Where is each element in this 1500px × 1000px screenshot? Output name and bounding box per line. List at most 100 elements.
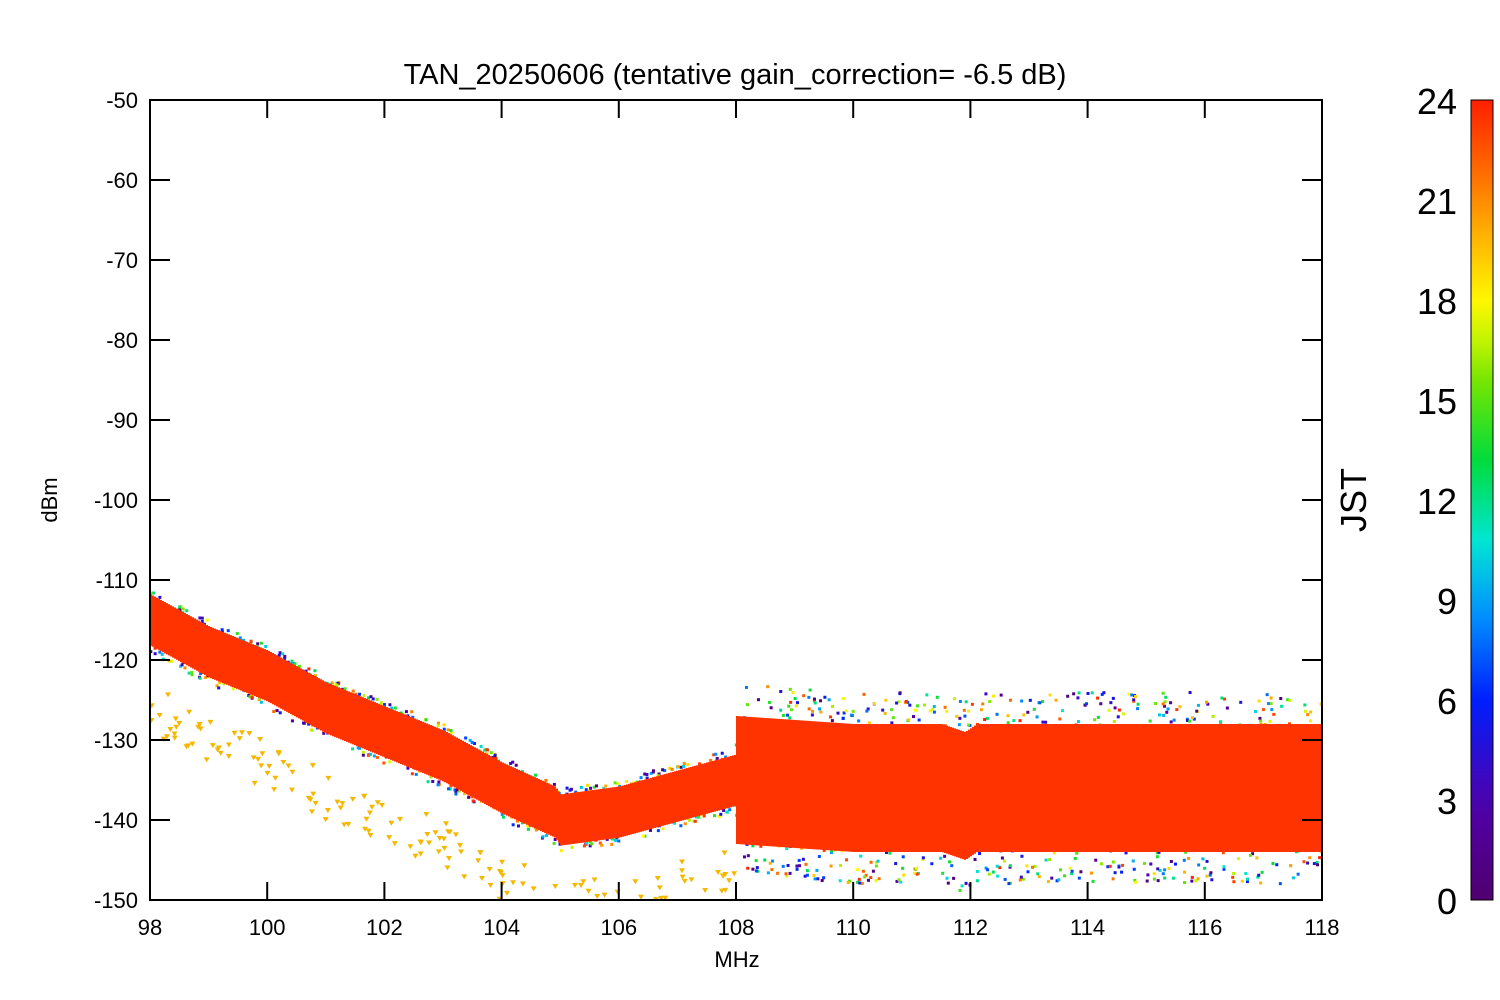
band-column: [410, 716, 412, 769]
band-column: [316, 677, 318, 729]
band-column: [1242, 724, 1244, 852]
low-point: [156, 713, 163, 719]
band-column: [1068, 724, 1070, 852]
scatter-point: [970, 702, 974, 706]
scatter-point: [928, 709, 932, 713]
band-column: [1174, 724, 1176, 852]
band-column: [1076, 724, 1078, 852]
band-column: [796, 720, 798, 849]
scatter-point: [624, 780, 628, 784]
scatter-point: [866, 707, 870, 711]
scatter-point: [895, 701, 899, 705]
band-column: [838, 722, 840, 851]
low-point: [150, 703, 155, 709]
band-column: [1094, 724, 1096, 852]
scatter-point: [1090, 691, 1094, 695]
band-column: [1260, 724, 1262, 852]
band-column: [612, 787, 614, 839]
scatter-point: [1166, 707, 1170, 711]
band-column: [786, 719, 788, 848]
scatter-point: [1077, 691, 1081, 695]
band-column: [248, 642, 250, 694]
scatter-point: [259, 641, 263, 645]
scatter-point: [1094, 858, 1098, 862]
band-column: [1218, 724, 1220, 852]
scatter-point: [656, 774, 660, 778]
band-column: [940, 724, 942, 852]
scatter-point: [436, 724, 440, 728]
band-column: [1130, 724, 1132, 852]
band-column: [1230, 724, 1232, 852]
scatter-point: [807, 707, 811, 711]
scatter-point: [985, 716, 989, 720]
band-column: [688, 767, 690, 819]
scatter-point: [1035, 715, 1039, 719]
band-column: [540, 779, 542, 832]
band-column: [1172, 724, 1174, 852]
low-point: [443, 821, 450, 827]
band-column: [402, 713, 404, 765]
band-column: [642, 780, 644, 832]
band-column: [240, 639, 242, 691]
scatter-point: [1106, 865, 1110, 869]
scatter-point: [1058, 868, 1062, 872]
scatter-point: [217, 686, 221, 690]
band-column: [1104, 724, 1106, 852]
band-column: [788, 719, 790, 848]
band-column: [912, 724, 914, 852]
band-column: [828, 722, 830, 851]
band-column: [1270, 724, 1272, 852]
band-column: [950, 727, 952, 856]
scatter-point: [1111, 696, 1115, 700]
band-column: [870, 724, 872, 852]
scatter-point: [829, 715, 833, 719]
band-column: [632, 782, 634, 834]
band-column: [1202, 724, 1204, 852]
band-column: [944, 724, 946, 853]
band-column: [496, 759, 498, 811]
low-point: [251, 780, 258, 786]
band-column: [164, 602, 166, 654]
scatter-point: [904, 699, 908, 703]
scatter-point: [584, 788, 588, 792]
band-column: [338, 687, 340, 739]
band-column: [448, 733, 450, 785]
low-point: [258, 763, 265, 769]
scatter-point: [259, 700, 263, 704]
scatter-point: [610, 842, 614, 846]
scatter-point: [975, 879, 979, 883]
scatter-point: [805, 873, 809, 877]
band-column: [724, 757, 726, 809]
low-point: [441, 845, 448, 851]
band-column: [428, 724, 430, 776]
scatter-point: [1040, 700, 1044, 704]
scatter-point: [1315, 860, 1319, 864]
band-column: [1064, 724, 1066, 852]
band-column: [1246, 724, 1248, 852]
band-column: [324, 681, 326, 733]
scatter-point: [921, 856, 925, 860]
scatter-point: [1032, 707, 1036, 711]
scatter-point: [594, 784, 598, 788]
band-column: [470, 745, 472, 797]
scatter-point: [501, 815, 505, 819]
band-column: [848, 723, 850, 852]
band-column: [488, 754, 490, 807]
low-point: [337, 805, 344, 811]
low-point: [391, 841, 398, 847]
band-column: [318, 678, 320, 730]
scatter-point: [310, 728, 314, 732]
band-column: [1078, 724, 1080, 852]
scatter-point: [1175, 708, 1179, 712]
band-column: [182, 611, 184, 664]
scatter-point: [1205, 700, 1209, 704]
band-column: [1186, 724, 1188, 852]
colorbar-label: JST: [1333, 468, 1374, 532]
scatter-point: [866, 878, 870, 882]
band-column: [534, 777, 536, 829]
scatter-point: [375, 755, 379, 759]
band-column: [552, 785, 554, 837]
band-column: [618, 786, 620, 838]
band-column: [298, 667, 300, 719]
scatter-point: [541, 835, 545, 839]
